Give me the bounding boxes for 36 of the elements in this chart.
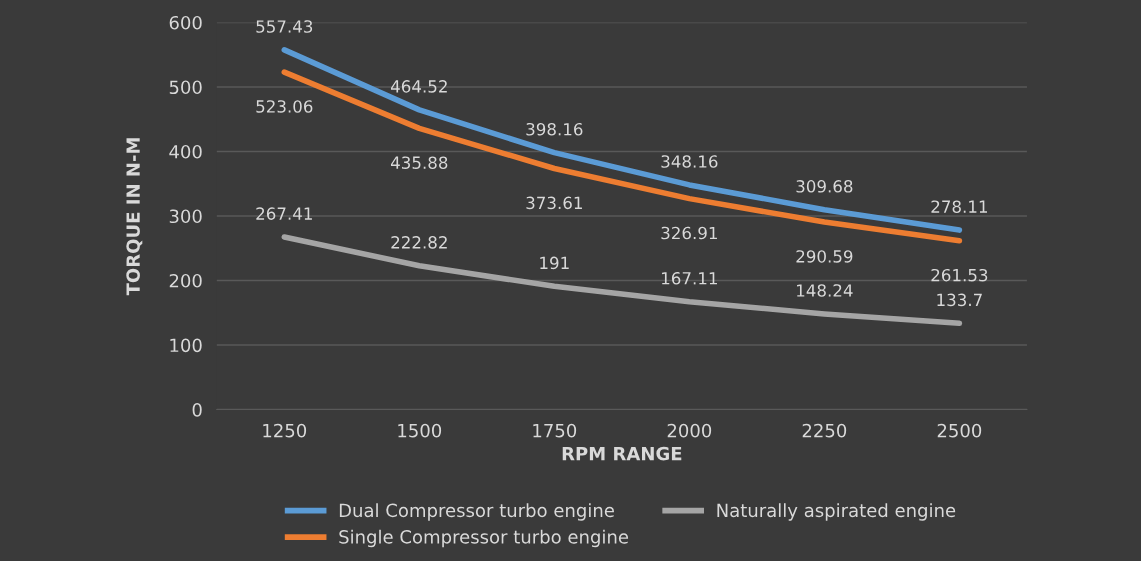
data-label: 326.91 — [661, 226, 717, 240]
y-tick-label: 200 — [169, 273, 202, 288]
y-tick-label: 600 — [169, 15, 202, 30]
data-label: 464.52 — [390, 80, 447, 93]
legend-label: Single Compressor turbo engine — [339, 529, 629, 548]
data-label: 148.24 — [797, 284, 853, 297]
legend-label: Dual Compressor turbo engine — [339, 503, 614, 521]
y-axis-title: TORQUE IN N-M — [126, 138, 143, 296]
data-label: 398.16 — [526, 122, 583, 136]
x-tick-label: 2500 — [937, 423, 982, 438]
y-tick-label: 0 — [192, 402, 202, 417]
data-label: 348.16 — [661, 155, 718, 168]
legend-label: Naturally aspirated engine — [717, 503, 956, 521]
data-label: 290.59 — [796, 250, 853, 263]
data-label: 167.11 — [662, 271, 717, 285]
y-tick-label: 400 — [169, 144, 202, 159]
data-label: 191 — [540, 256, 569, 270]
x-tick-label: 1500 — [398, 423, 442, 438]
data-label: 278.11 — [931, 200, 988, 213]
y-tick-label: 300 — [169, 209, 202, 224]
x-axis-title: RPM RANGE — [562, 446, 682, 461]
x-tick-label: 2000 — [667, 423, 712, 438]
y-tick-label: 100 — [170, 338, 202, 353]
data-label: 309.68 — [796, 180, 853, 193]
data-label: 523.06 — [256, 100, 313, 113]
data-label: 261.53 — [931, 268, 988, 282]
x-tick-label: 2250 — [802, 423, 847, 438]
y-tick-label: 500 — [169, 80, 202, 95]
data-label: 373.61 — [526, 196, 582, 210]
data-label: 557.43 — [256, 20, 313, 33]
data-label: 222.82 — [391, 236, 447, 249]
data-label: 267.41 — [256, 207, 312, 220]
x-tick-label: 1250 — [263, 423, 307, 438]
data-label: 435.88 — [390, 156, 448, 169]
data-label: 133.7 — [937, 293, 982, 307]
x-tick-label: 1750 — [533, 423, 577, 438]
